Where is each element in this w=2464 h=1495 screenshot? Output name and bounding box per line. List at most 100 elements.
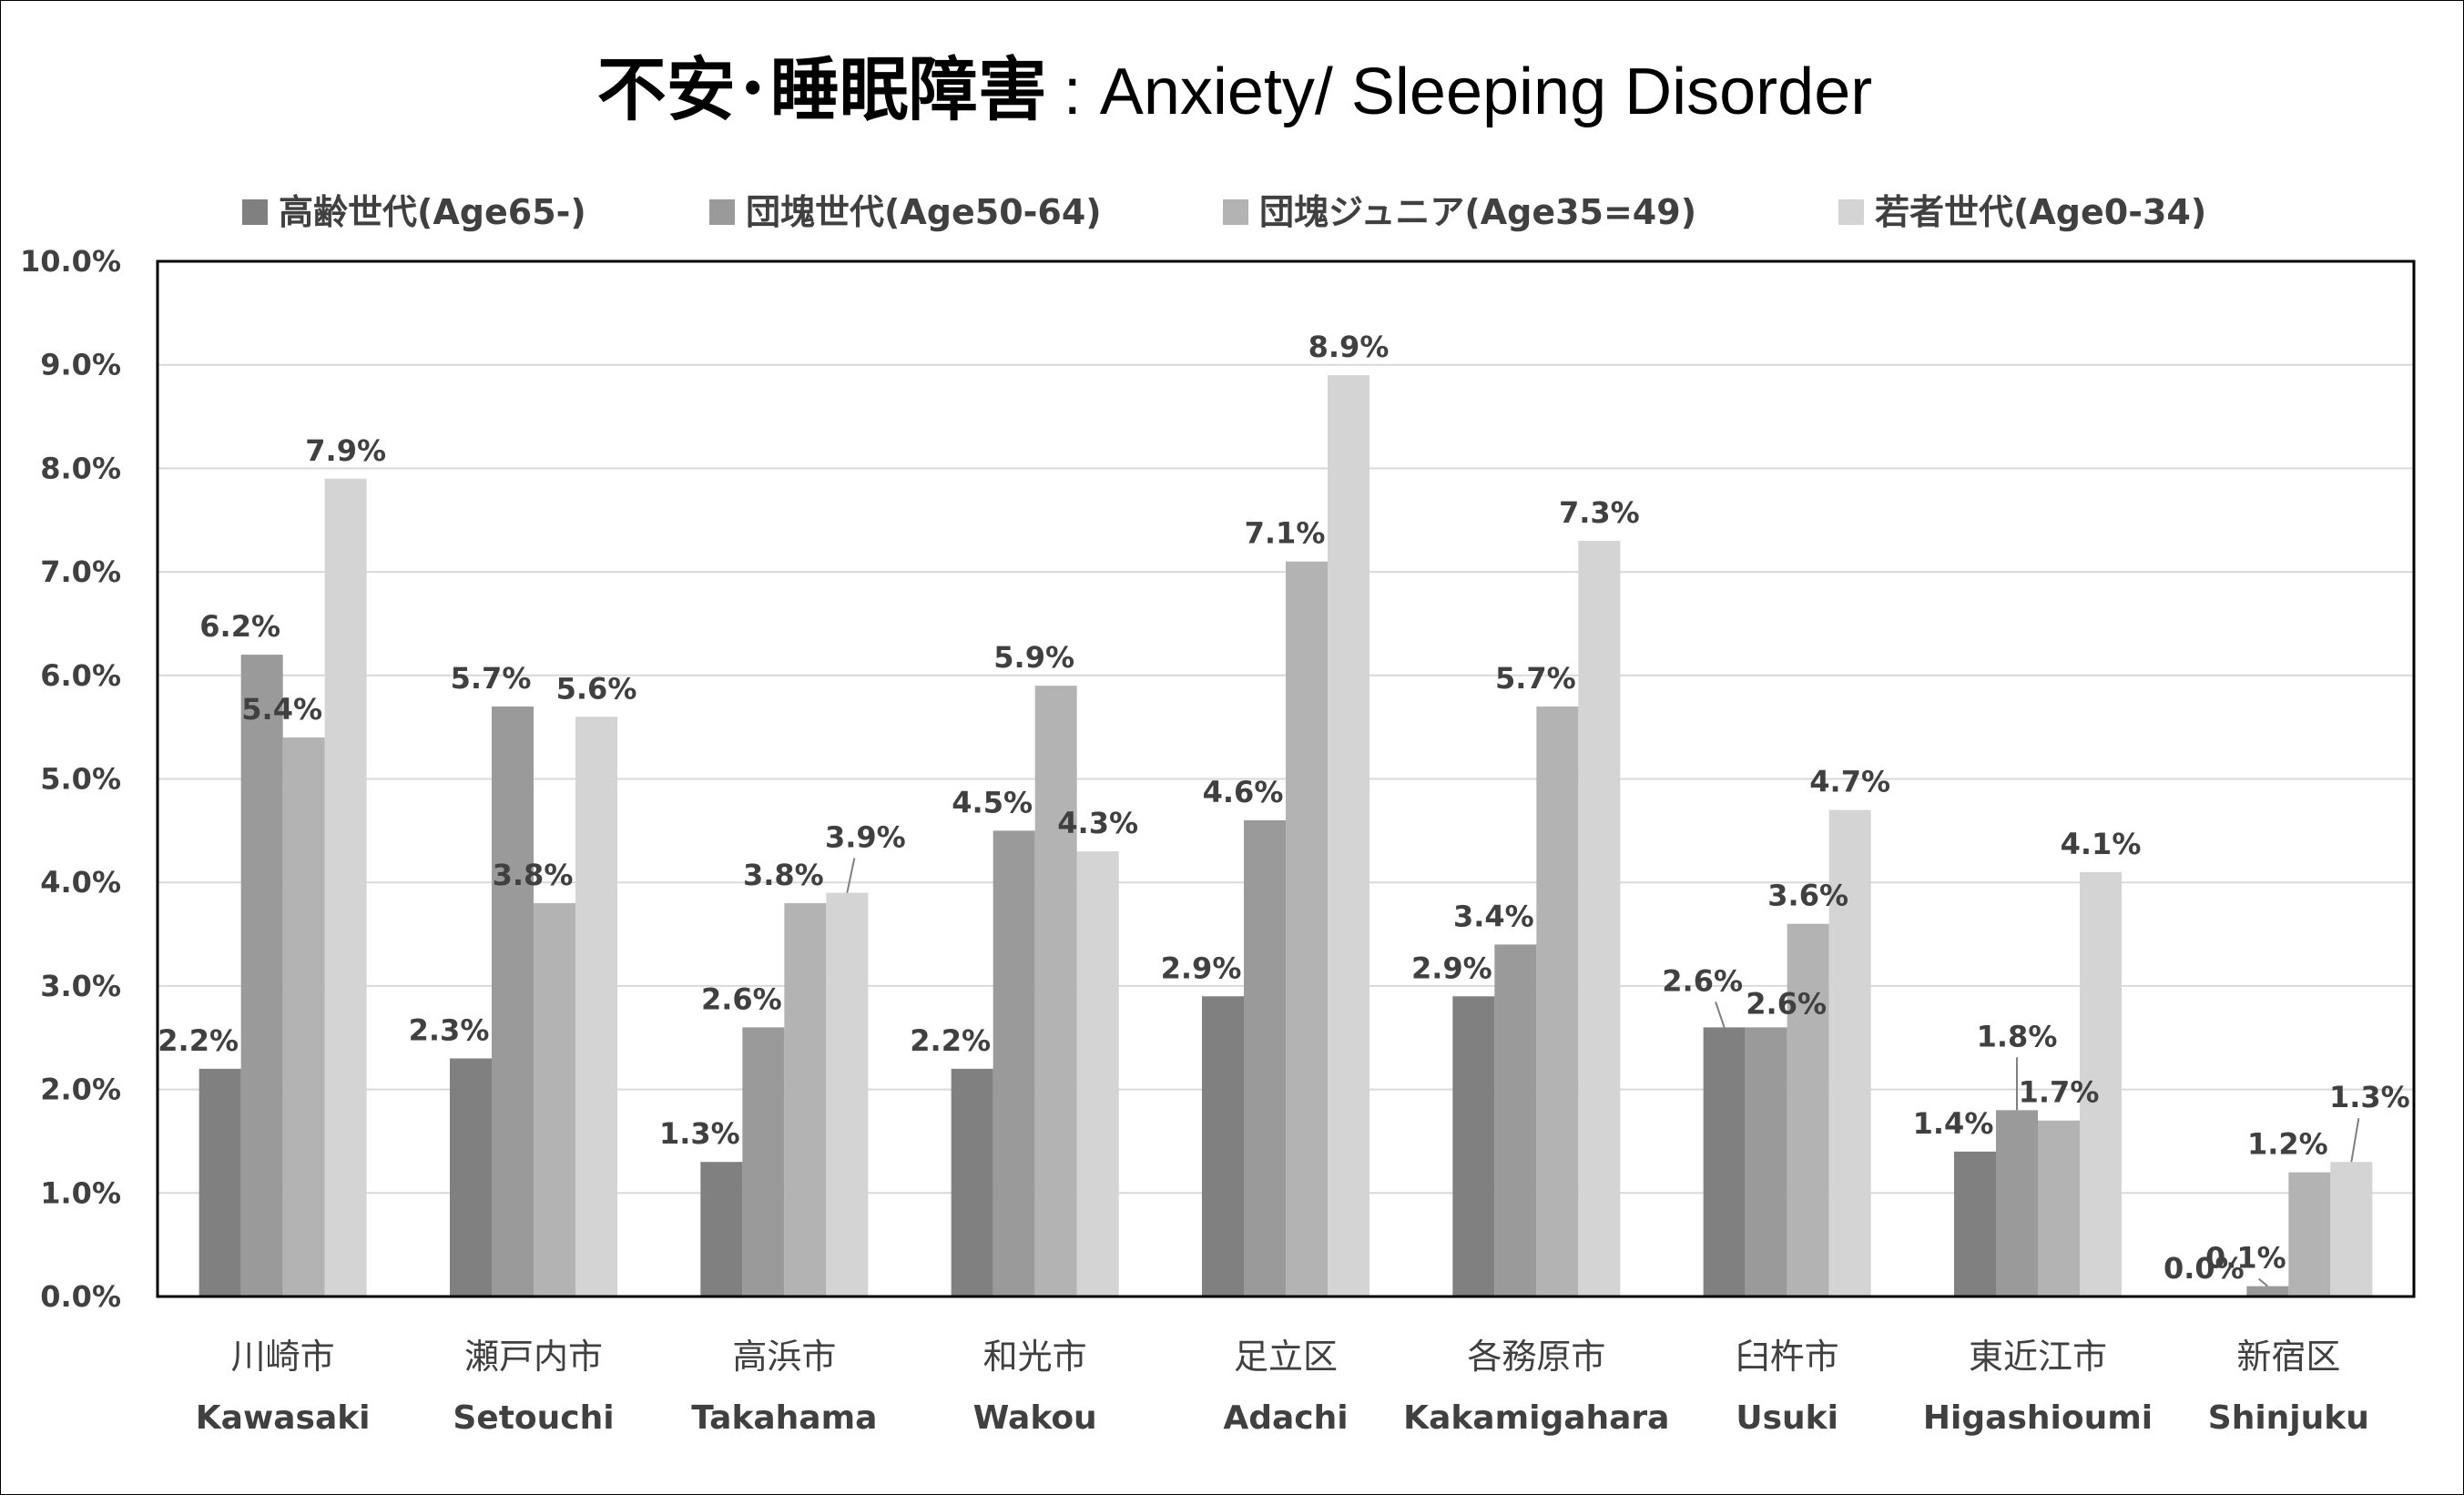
x-tick-label-en: Setouchi [453,1399,614,1437]
bars [199,375,2373,1297]
y-tick-label: 10.0% [20,244,121,279]
data-label: 2.6% [701,981,782,1016]
bar [575,717,617,1297]
data-label: 2.9% [1411,951,1492,985]
y-tick-label: 6.0% [40,658,121,693]
data-label: 0.0% [2164,1251,2245,1286]
leader-line [846,858,856,893]
bar [534,902,575,1297]
bar [1745,1027,1787,1297]
data-label: 5.6% [556,671,637,706]
data-label: 4.1% [2061,827,2142,861]
data-label: 3.6% [1767,879,1848,913]
chart-title-en: : Anxiety/ Sleeping Disorder [1064,56,1872,128]
y-tick-label: 3.0% [40,969,121,1003]
leader-line [2258,1277,2268,1287]
data-label: 1.7% [2019,1075,2100,1110]
data-label: 5.9% [993,640,1074,675]
data-label: 4.3% [1057,806,1138,840]
data-label: 4.5% [952,785,1033,819]
bar [1328,375,1369,1297]
bar [1452,996,1495,1297]
data-label: 2.3% [409,1012,490,1047]
legend-label: 高齢世代(Age65-) [279,192,586,232]
chart-title: 不安･睡眠障害 : Anxiety/ Sleeping Disorder [597,49,1872,130]
data-label: 7.1% [1245,516,1326,551]
bar [1034,686,1077,1297]
data-label: 1.8% [1977,1019,2058,1053]
x-tick-label-en: Takahama [691,1399,877,1437]
bar [2288,1172,2331,1297]
bar [784,902,827,1297]
value-labels: 2.2% 2.3% 1.3% 2.2% 2.9% 2.9% 2.6% 1.4% 0.0% 6.2%… [158,330,2410,1287]
bar [951,1068,993,1297]
legend-swatch [242,199,268,225]
bar [1286,561,1328,1297]
data-label: 2.9% [1161,951,1242,985]
bar [450,1058,492,1297]
bar [1202,996,1244,1297]
data-label: 4.7% [1809,765,1890,799]
bar [324,478,367,1297]
bar [2330,1162,2373,1297]
x-tick-label-en: Usuki [1736,1399,1838,1437]
data-label: 3.9% [825,820,906,855]
x-tick-label-jp: 高浜市 [732,1337,836,1377]
data-label: 7.3% [1559,495,1640,530]
data-label: 2.6% [1746,986,1827,1021]
x-tick-label-jp: 和光市 [983,1337,1087,1377]
x-tick-label-en: Wakou [973,1399,1097,1437]
y-tick-label: 9.0% [40,348,121,382]
bar [2246,1286,2289,1297]
bar [1954,1151,1996,1297]
bar [2038,1120,2080,1297]
bar [1787,923,1829,1297]
x-tick-label-jp: 各務原市 [1467,1337,1605,1377]
bar [1996,1110,2038,1297]
legend-label: 若者世代(Age0-34) [1875,192,2206,232]
bar [199,1068,241,1297]
x-tick-label-jp: 川崎市 [231,1337,335,1377]
x-tick-label-jp: 新宿区 [2236,1337,2340,1377]
bar [1076,851,1119,1297]
data-label: 2.2% [158,1023,239,1058]
legend: 高齢世代(Age65-) 団塊世代(Age50-64) 団塊ジュニア(Age35=4… [242,192,2206,232]
y-tick-label: 7.0% [40,554,121,589]
bar [1703,1027,1746,1297]
bar [2080,871,2122,1297]
data-label: 3.8% [743,858,824,892]
data-label: 5.7% [1495,661,1576,696]
x-axis-ticks: 川崎市 Kawasaki 瀬戸内市 Setouchi 高浜市 Takahama 和光市 Wak… [196,1337,2369,1437]
bar [826,892,869,1297]
x-tick-label-en: Kawasaki [196,1399,371,1437]
legend-label: 団塊世代(Age50-64) [746,192,1102,232]
leader-line [1715,1002,1726,1028]
y-tick-label: 5.0% [40,762,121,797]
x-tick-label-en: Shinjuku [2208,1399,2369,1437]
bar [240,655,283,1297]
data-label: 2.2% [910,1023,991,1058]
bar [742,1027,785,1297]
legend-swatch [1838,199,1864,225]
y-tick-label: 4.0% [40,865,121,900]
x-tick-label-en: Higashioumi [1923,1399,2153,1437]
y-axis-ticks: 0.0% 1.0% 2.0% 3.0% 4.0% 5.0% 6.0% 7.0% 8.0% 9.0%… [20,244,121,1314]
chart-title-jp: 不安･睡眠障害 [597,49,1047,130]
y-tick-label: 0.0% [40,1279,121,1314]
data-label: 1.3% [2329,1080,2410,1114]
data-label: 5.4% [241,692,322,727]
data-label: 1.4% [1913,1106,1994,1141]
data-label: 8.9% [1308,330,1390,364]
bar [282,737,325,1297]
data-label: 0.1% [2205,1241,2286,1276]
plot-area-border [156,259,2416,1298]
x-tick-label-en: Kakamigahara [1403,1399,1669,1437]
data-label: 1.2% [2247,1127,2328,1162]
data-label: 3.4% [1453,899,1534,933]
data-label: 4.6% [1203,775,1284,809]
legend-swatch [709,199,735,225]
x-tick-label-jp: 瀬戸内市 [464,1337,603,1377]
x-tick-label-jp: 臼杵市 [1736,1337,1839,1377]
